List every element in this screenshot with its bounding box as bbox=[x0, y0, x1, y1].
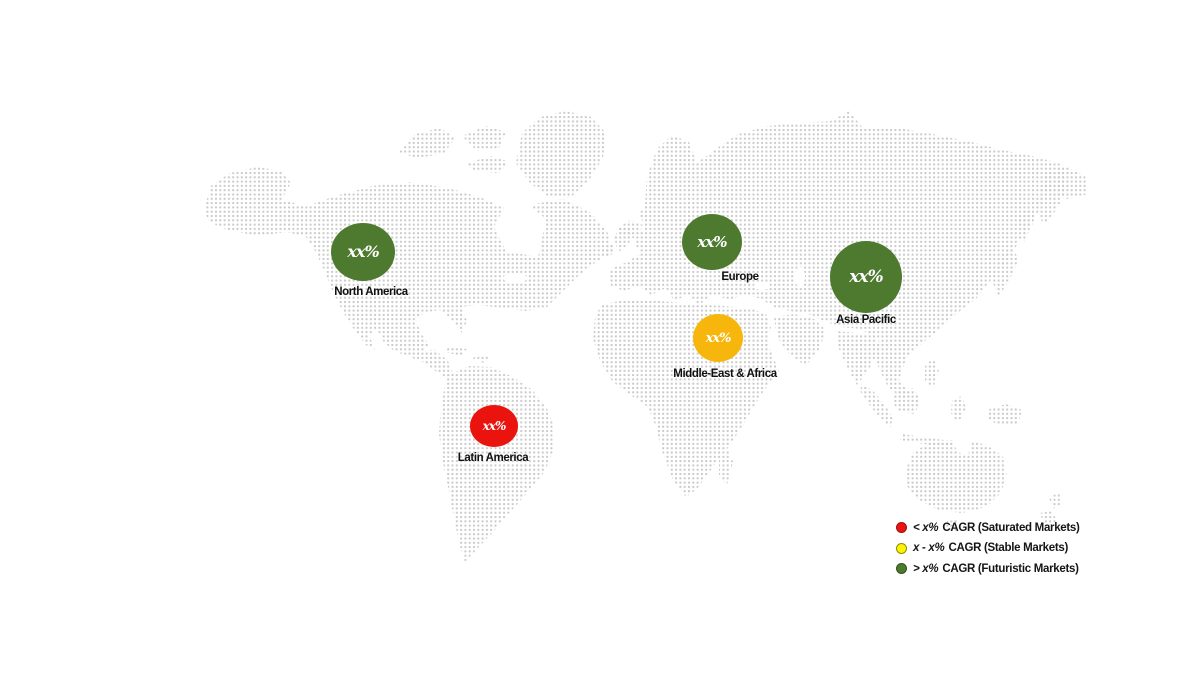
legend-dot-icon bbox=[896, 542, 907, 554]
bubble-value: xx% bbox=[347, 242, 379, 261]
lake-great-lakes bbox=[503, 273, 527, 283]
island-sakhalin bbox=[1018, 206, 1034, 242]
island-greenland bbox=[516, 111, 606, 198]
bubble-value: xx% bbox=[697, 232, 727, 251]
bubble-middle-east-africa: xx% bbox=[693, 314, 743, 362]
continent-north-america bbox=[204, 167, 613, 378]
legend-item: > x% CAGR (Futuristic Markets) bbox=[896, 562, 1080, 576]
region-label-asia-pacific: Asia Pacific bbox=[836, 314, 896, 326]
region-kamchatka bbox=[1037, 168, 1069, 226]
islands-japan bbox=[992, 247, 1019, 297]
region-label-north-america: North America bbox=[334, 286, 408, 298]
bubble-north-america: xx% bbox=[331, 223, 395, 281]
legend-range: < x% bbox=[913, 521, 939, 534]
region-india bbox=[836, 331, 879, 385]
legend-range: x - x% bbox=[913, 542, 945, 555]
continent-south-america bbox=[439, 366, 554, 562]
islands-new-zealand bbox=[1040, 492, 1063, 528]
legend-item: < x% CAGR (Saturated Markets) bbox=[896, 521, 1080, 535]
legend-item: x - x% CAGR (Stable Markets) bbox=[896, 542, 1080, 556]
legend-description: CAGR (Saturated Markets) bbox=[942, 521, 1080, 534]
legend-label: < x% CAGR (Saturated Markets) bbox=[913, 522, 1080, 534]
region-label-europe: Europe bbox=[721, 271, 759, 283]
bubble-value: xx% bbox=[482, 419, 507, 433]
legend-description: CAGR (Futuristic Markets) bbox=[942, 562, 1079, 575]
bubble-asia-pacific: xx% bbox=[830, 241, 902, 313]
region-label-latin-america: Latin America bbox=[457, 452, 529, 464]
bubble-latin-america: xx% bbox=[470, 405, 518, 447]
legend-dot-icon bbox=[896, 522, 907, 534]
islands-british-isles bbox=[605, 226, 632, 257]
legend-label: x - x% CAGR (Stable Markets) bbox=[913, 542, 1068, 554]
legend-range: > x% bbox=[913, 562, 939, 575]
legend-label: > x% CAGR (Futuristic Markets) bbox=[913, 563, 1079, 575]
cagr-legend: < x% CAGR (Saturated Markets) x - x% CAGR (… bbox=[896, 521, 1080, 576]
islands-canadian-arctic bbox=[398, 126, 509, 173]
legend-dot-icon bbox=[896, 563, 907, 575]
region-label-middle-east-africa: Middle-East & Africa bbox=[673, 368, 777, 380]
continent-australia bbox=[906, 440, 1007, 513]
island-tasmania bbox=[946, 520, 958, 531]
bubble-europe: xx% bbox=[682, 214, 742, 270]
sea-caspian bbox=[795, 267, 805, 287]
islands-southeast-asia bbox=[860, 358, 1022, 447]
bubble-value: xx% bbox=[705, 330, 732, 346]
islands-caribbean bbox=[444, 347, 489, 363]
legend-description: CAGR (Stable Markets) bbox=[948, 542, 1069, 555]
island-madagascar bbox=[719, 450, 733, 485]
sea-black-sea bbox=[754, 282, 770, 290]
bubble-value: xx% bbox=[849, 266, 883, 287]
region-arabia bbox=[774, 314, 826, 366]
